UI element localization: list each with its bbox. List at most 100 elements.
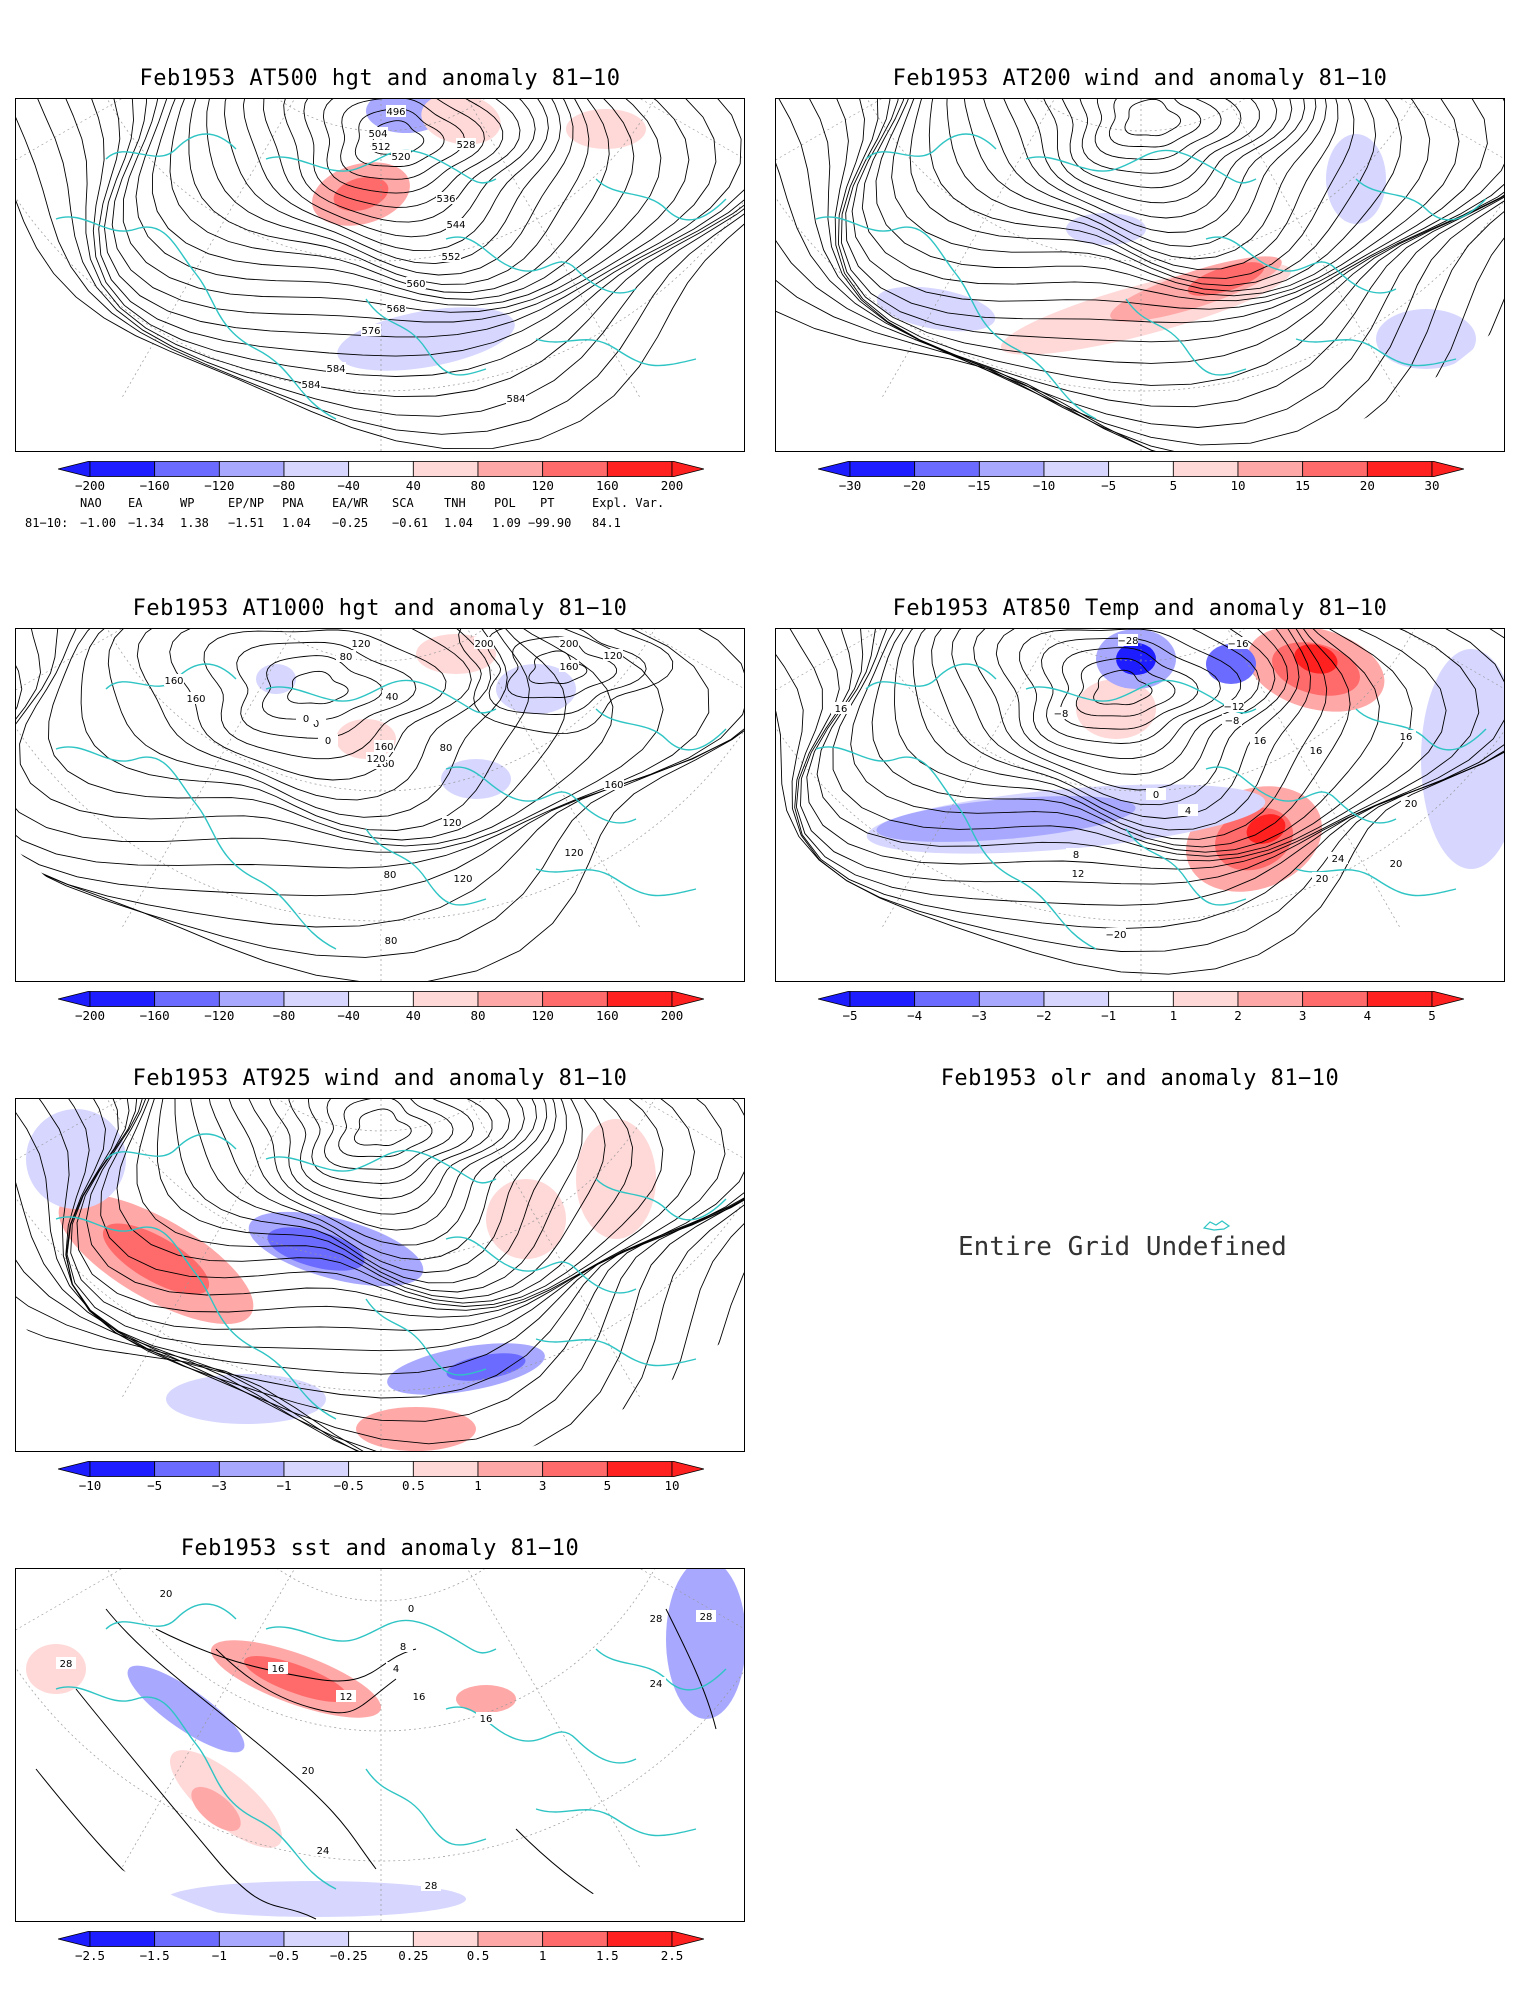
colorbar-swatch — [914, 461, 980, 477]
contour-label-bg — [603, 649, 623, 661]
contour-line — [1060, 647, 1199, 730]
colorbar-tick-label: 3 — [1298, 1008, 1307, 1023]
colorbar-swatch — [412, 991, 479, 1007]
contour-line — [53, 1099, 744, 1375]
contour-label-bg — [1146, 788, 1166, 800]
contour-line — [951, 629, 1289, 806]
colorbar-swatch — [1302, 991, 1368, 1007]
contour-line — [16, 629, 744, 958]
contour-line — [458, 629, 674, 735]
contour-label-bg — [368, 127, 388, 139]
coastline — [1355, 708, 1487, 751]
colorbar-swatch — [89, 461, 156, 477]
colorbar-tick-label: −2.5 — [74, 1948, 106, 1963]
olr-undefined-message: Entire Grid Undefined — [958, 1232, 1287, 1262]
contour-line — [946, 99, 1339, 270]
map-sst: 20 28 16 12 8 4 0 16 16 20 24 28 28 24 28 — [15, 1568, 745, 1922]
contour-line — [287, 670, 349, 705]
coastline — [535, 338, 697, 367]
colorbar-hgt1000 — [57, 990, 705, 1008]
tele-value: −1.51 — [228, 516, 265, 530]
contour-line — [850, 629, 1380, 853]
contour-line — [16, 99, 744, 435]
meridian-line — [380, 99, 642, 400]
contour-label: 28 — [425, 1881, 438, 1892]
colorbar-tick-label: −40 — [337, 1008, 360, 1023]
contour-label-bg — [1066, 848, 1086, 860]
contour-line — [111, 99, 717, 323]
contour-label-bg — [453, 872, 473, 884]
tele-value: −0.25 — [332, 516, 369, 530]
panel-title-wind200: Feb1953 AT200 wind and anomaly 81−10 — [892, 66, 1388, 91]
contour-line — [20, 99, 744, 417]
colorbar-swatch — [542, 1931, 608, 1947]
contour-label-bg — [164, 674, 184, 686]
contour-label: 576 — [361, 326, 380, 337]
contour-label-bg — [696, 1610, 716, 1622]
coastline — [55, 1216, 337, 1420]
coastline — [105, 133, 237, 160]
contour-line — [76, 1099, 726, 1318]
colorbar-swatch — [542, 991, 608, 1007]
contour-line — [151, 99, 635, 300]
colorbar-tick-label: 120 — [531, 478, 554, 493]
contour-line — [156, 1099, 583, 1293]
contour-line — [1059, 99, 1260, 189]
colorbar-tick-label: 40 — [405, 478, 421, 493]
contour-label-bg — [646, 1677, 666, 1689]
contour-line — [66, 1099, 744, 1352]
contour-label: 24 — [317, 1846, 330, 1857]
contour-label-bg — [1178, 804, 1198, 816]
colorbar-tick-label: 1 — [1169, 1008, 1178, 1023]
contour-label: 28 — [700, 1612, 713, 1623]
contour-label: −8 — [1225, 716, 1240, 727]
coastline — [1125, 298, 1247, 376]
colorbar-end-right — [1431, 460, 1465, 478]
coastline — [55, 746, 337, 950]
contour-label: 20 — [160, 1589, 173, 1600]
contour-label-bg — [386, 105, 406, 117]
contour-line — [122, 99, 690, 313]
coastline — [1355, 178, 1487, 221]
panel-title-hgt500: Feb1953 AT500 hgt and anomaly 81−10 — [139, 66, 621, 91]
contour-label-bg — [381, 934, 401, 946]
contour-line — [75, 1688, 317, 1920]
contour-line — [103, 99, 742, 338]
anomaly-blob — [166, 1374, 326, 1424]
contour-label: 512 — [371, 142, 390, 153]
contour-label-bg — [559, 660, 579, 672]
colorbar-swatch — [1172, 461, 1239, 477]
contour-line — [116, 1099, 633, 1304]
tele-value: −0.61 — [392, 516, 429, 530]
coastline — [365, 828, 487, 906]
colorbar-tick-label: −5 — [842, 1008, 858, 1023]
contour-label: 8 — [400, 1642, 406, 1653]
contour-line — [16, 629, 664, 853]
contour-label-bg — [318, 734, 338, 746]
contour-label-bg — [1396, 730, 1416, 742]
meridian-line — [16, 629, 382, 740]
colorbar-tick-label: 200 — [660, 1008, 684, 1023]
contour-line — [354, 108, 445, 167]
tele-header: SCA — [392, 496, 414, 510]
coastline — [595, 178, 727, 221]
colorbar-tick-label: 80 — [470, 478, 486, 493]
anomaly-blob — [576, 1119, 656, 1239]
coastline — [865, 133, 997, 160]
anomaly-blob — [337, 307, 515, 371]
contour-label: 160 — [604, 780, 623, 791]
contour-line — [999, 99, 1306, 233]
contour-line — [776, 99, 1504, 446]
colorbar-end-right — [671, 990, 705, 1008]
colorbar-tick-label: −10 — [1032, 478, 1056, 493]
contour-label: −20 — [1105, 930, 1126, 941]
tele-header: PT — [540, 496, 555, 510]
meridian-line — [120, 99, 382, 400]
contour-label: 560 — [406, 279, 425, 290]
colorbar-tick-label: −160 — [139, 478, 170, 493]
contour-line — [800, 629, 1504, 885]
colorbar-tick-label: −3 — [211, 1478, 227, 1493]
contour-label: 4 — [393, 1664, 399, 1675]
colorbar-tick-label: −200 — [74, 478, 106, 493]
colorbar-swatch — [849, 991, 916, 1007]
